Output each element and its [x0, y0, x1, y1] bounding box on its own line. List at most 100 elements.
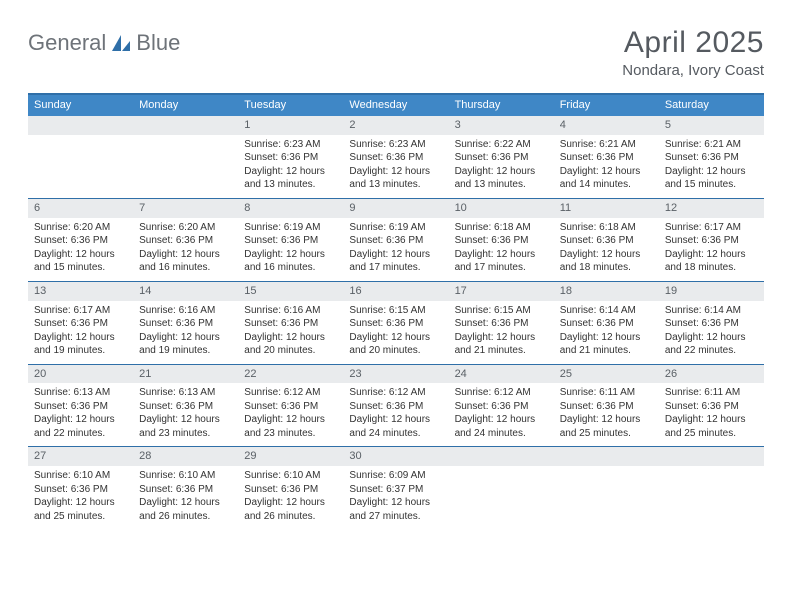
daylight: Daylight: 12 hours and 15 minutes.: [34, 248, 127, 275]
daylight: Daylight: 12 hours and 24 minutes.: [349, 413, 442, 440]
day-cell: 28Sunrise: 6:10 AMSunset: 6:36 PMDayligh…: [133, 447, 238, 529]
day-cell: 1Sunrise: 6:23 AMSunset: 6:36 PMDaylight…: [238, 116, 343, 198]
day-text: Sunrise: 6:16 AMSunset: 6:36 PMDaylight:…: [244, 304, 337, 358]
day-cell: [28, 116, 133, 198]
sunset: Sunset: 6:36 PM: [244, 151, 337, 165]
day-cell: 25Sunrise: 6:11 AMSunset: 6:36 PMDayligh…: [554, 365, 659, 447]
day-number: [554, 447, 659, 466]
day-text: Sunrise: 6:21 AMSunset: 6:36 PMDaylight:…: [560, 138, 653, 192]
day-text: Sunrise: 6:11 AMSunset: 6:36 PMDaylight:…: [665, 386, 758, 440]
day-number: 10: [449, 199, 554, 218]
day-cell: 11Sunrise: 6:18 AMSunset: 6:36 PMDayligh…: [554, 199, 659, 281]
day-text: Sunrise: 6:20 AMSunset: 6:36 PMDaylight:…: [34, 221, 127, 275]
daylight: Daylight: 12 hours and 21 minutes.: [560, 331, 653, 358]
day-text: Sunrise: 6:14 AMSunset: 6:36 PMDaylight:…: [665, 304, 758, 358]
day-number: 3: [449, 116, 554, 135]
day-cell: 13Sunrise: 6:17 AMSunset: 6:36 PMDayligh…: [28, 282, 133, 364]
sunrise: Sunrise: 6:23 AM: [244, 138, 337, 152]
dow-cell: Saturday: [659, 95, 764, 116]
week-row: 20Sunrise: 6:13 AMSunset: 6:36 PMDayligh…: [28, 364, 764, 447]
sunset: Sunset: 6:36 PM: [139, 400, 232, 414]
day-text: Sunrise: 6:17 AMSunset: 6:36 PMDaylight:…: [665, 221, 758, 275]
day-number: 18: [554, 282, 659, 301]
day-cell: 14 Sunrise: 6:16 AMSunset: 6:36 PMDayligh…: [133, 282, 238, 364]
sunset: Sunset: 6:36 PM: [665, 151, 758, 165]
sail-icon: [110, 33, 132, 53]
day-text: Sunrise: 6:12 AMSunset: 6:36 PMDaylight:…: [455, 386, 548, 440]
daylight: Daylight: 12 hours and 19 minutes.: [139, 331, 232, 358]
daylight: Daylight: 12 hours and 13 minutes.: [349, 165, 442, 192]
day-cell: [449, 447, 554, 529]
sunrise: Sunrise: 6:18 AM: [560, 221, 653, 235]
day-number: 13: [28, 282, 133, 301]
day-cell: 17Sunrise: 6:15 AMSunset: 6:36 PMDayligh…: [449, 282, 554, 364]
day-number: 2: [343, 116, 448, 135]
daylight: Daylight: 12 hours and 16 minutes.: [139, 248, 232, 275]
sunrise: Sunrise: 6:23 AM: [349, 138, 442, 152]
day-number: 30: [343, 447, 448, 466]
dow-cell: Tuesday: [238, 95, 343, 116]
sunset: Sunset: 6:36 PM: [455, 151, 548, 165]
day-cell: 19 Sunrise: 6:14 AMSunset: 6:36 PMDayligh…: [659, 282, 764, 364]
day-number: 21: [133, 365, 238, 384]
daylight: Daylight: 12 hours and 20 minutes.: [244, 331, 337, 358]
day-cell: 10 Sunrise: 6:18 AMSunset: 6:36 PMDayligh…: [449, 199, 554, 281]
sunrise: Sunrise: 6:11 AM: [665, 386, 758, 400]
sunset: Sunset: 6:36 PM: [34, 234, 127, 248]
sunset: Sunset: 6:36 PM: [349, 234, 442, 248]
day-text: Sunrise: 6:15 AMSunset: 6:36 PMDaylight:…: [349, 304, 442, 358]
sunrise: Sunrise: 6:16 AM: [244, 304, 337, 318]
sunset: Sunset: 6:37 PM: [349, 483, 442, 497]
day-cell: 12Sunrise: 6:17 AMSunset: 6:36 PMDayligh…: [659, 199, 764, 281]
sunset: Sunset: 6:36 PM: [244, 317, 337, 331]
sunset: Sunset: 6:36 PM: [560, 234, 653, 248]
daylight: Daylight: 12 hours and 19 minutes.: [34, 331, 127, 358]
sunset: Sunset: 6:36 PM: [34, 400, 127, 414]
sunrise: Sunrise: 6:10 AM: [244, 469, 337, 483]
month-title: April 2025: [622, 26, 764, 60]
day-text: Sunrise: 6:19 AMSunset: 6:36 PMDaylight:…: [349, 221, 442, 275]
daylight: Daylight: 12 hours and 16 minutes.: [244, 248, 337, 275]
sunrise: Sunrise: 6:14 AM: [560, 304, 653, 318]
day-text: Sunrise: 6:10 AMSunset: 6:36 PMDaylight:…: [244, 469, 337, 523]
day-cell: 23 Sunrise: 6:12 AMSunset: 6:36 PMDayligh…: [343, 365, 448, 447]
day-cell: 21 Sunrise: 6:13 AMSunset: 6:36 PMDayligh…: [133, 365, 238, 447]
day-number: 14: [133, 282, 238, 301]
daylight: Daylight: 12 hours and 17 minutes.: [455, 248, 548, 275]
day-number: 23: [343, 365, 448, 384]
sunset: Sunset: 6:36 PM: [139, 234, 232, 248]
daylight: Daylight: 12 hours and 25 minutes.: [34, 496, 127, 523]
sunrise: Sunrise: 6:10 AM: [139, 469, 232, 483]
day-cell: [554, 447, 659, 529]
day-text: Sunrise: 6:18 AMSunset: 6:36 PMDaylight:…: [560, 221, 653, 275]
sunset: Sunset: 6:36 PM: [244, 234, 337, 248]
sunset: Sunset: 6:36 PM: [139, 317, 232, 331]
daylight: Daylight: 12 hours and 27 minutes.: [349, 496, 442, 523]
sunrise: Sunrise: 6:11 AM: [560, 386, 653, 400]
sunrise: Sunrise: 6:21 AM: [665, 138, 758, 152]
sunrise: Sunrise: 6:19 AM: [349, 221, 442, 235]
sunset: Sunset: 6:36 PM: [560, 151, 653, 165]
sunset: Sunset: 6:36 PM: [139, 483, 232, 497]
day-text: Sunrise: 6:13 AMSunset: 6:36 PMDaylight:…: [34, 386, 127, 440]
sunset: Sunset: 6:36 PM: [455, 400, 548, 414]
day-cell: 16Sunrise: 6:15 AMSunset: 6:36 PMDayligh…: [343, 282, 448, 364]
sunrise: Sunrise: 6:17 AM: [665, 221, 758, 235]
day-cell: 6Sunrise: 6:20 AMSunset: 6:36 PMDaylight…: [28, 199, 133, 281]
dow-cell: Monday: [133, 95, 238, 116]
daylight: Daylight: 12 hours and 15 minutes.: [665, 165, 758, 192]
dow-cell: Wednesday: [343, 95, 448, 116]
day-number: [659, 447, 764, 466]
daylight: Daylight: 12 hours and 25 minutes.: [665, 413, 758, 440]
sunrise: Sunrise: 6:12 AM: [455, 386, 548, 400]
daylight: Daylight: 12 hours and 20 minutes.: [349, 331, 442, 358]
sunrise: Sunrise: 6:16 AM: [139, 304, 232, 318]
day-text: Sunrise: 6:18 AMSunset: 6:36 PMDaylight:…: [455, 221, 548, 275]
sunset: Sunset: 6:36 PM: [665, 400, 758, 414]
sunset: Sunset: 6:36 PM: [349, 400, 442, 414]
sunrise: Sunrise: 6:12 AM: [349, 386, 442, 400]
day-text: Sunrise: 6:13 AMSunset: 6:36 PMDaylight:…: [139, 386, 232, 440]
day-cell: 18Sunrise: 6:14 AMSunset: 6:36 PMDayligh…: [554, 282, 659, 364]
daylight: Daylight: 12 hours and 23 minutes.: [244, 413, 337, 440]
day-number: 19: [659, 282, 764, 301]
